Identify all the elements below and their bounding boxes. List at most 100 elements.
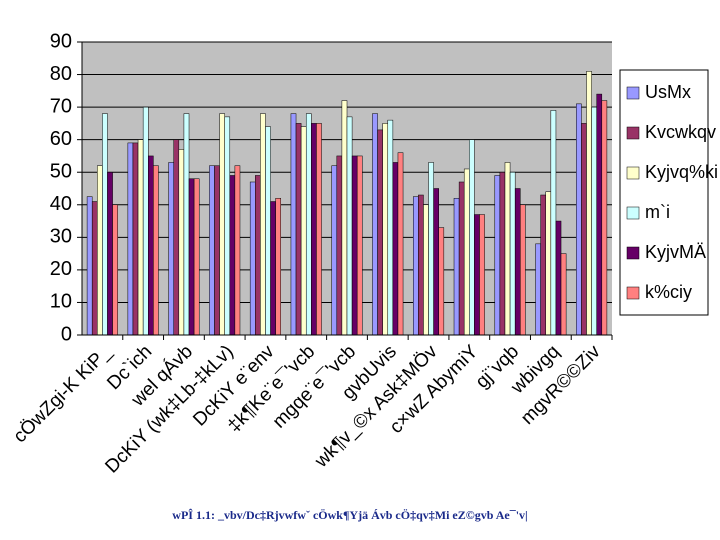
bar (499, 171, 506, 336)
y-tick-label: 40 (50, 193, 72, 215)
legend-label: m`i (645, 202, 670, 222)
bar (148, 155, 154, 336)
bar (601, 100, 608, 336)
legend-swatch (626, 166, 640, 180)
bar (260, 113, 266, 336)
y-tick-label: 50 (50, 161, 72, 183)
bar (219, 113, 225, 336)
bar (127, 142, 134, 336)
bar (295, 123, 302, 336)
bar (193, 178, 200, 336)
bar (290, 113, 297, 336)
bar (107, 171, 113, 336)
bar (535, 243, 541, 336)
y-tick-label: 20 (50, 258, 72, 280)
bar (183, 113, 190, 336)
bar (469, 139, 475, 336)
y-tick-label: 80 (50, 63, 72, 85)
bar (560, 253, 567, 336)
bar (86, 196, 93, 336)
legend-label: UsMx (645, 82, 691, 102)
bar (540, 194, 547, 336)
bar (596, 93, 603, 336)
legend-label: Kyjvq%ki (645, 162, 718, 182)
bar (428, 162, 434, 336)
bar (178, 149, 185, 336)
bar (224, 116, 231, 336)
bar (234, 165, 241, 336)
bar (97, 165, 103, 336)
bar (336, 155, 343, 336)
y-tick-label: 60 (50, 128, 72, 150)
bar (586, 71, 592, 336)
bar (387, 119, 394, 336)
bar (112, 204, 118, 336)
bar (509, 171, 516, 336)
bar (255, 175, 261, 336)
bar (346, 116, 353, 336)
bar (91, 201, 98, 336)
legend-swatch (626, 86, 640, 100)
bar (392, 162, 399, 336)
legend-label: Kvcwkqv (645, 122, 716, 142)
bar (265, 126, 271, 336)
bar (418, 194, 424, 336)
caption: wPÎ 1.1: _vbv/Dc‡Rjvwfwˇ cÖwk¶Yjä Ávb cÖ… (172, 508, 527, 522)
y-tick-label: 70 (50, 95, 72, 117)
bar (305, 113, 312, 336)
legend (619, 69, 709, 316)
bar (591, 106, 597, 336)
y-tick-label: 10 (50, 291, 72, 313)
bar (555, 220, 562, 336)
bar (479, 214, 485, 336)
bar (102, 113, 108, 336)
legend-label: KyjvMÄ (645, 242, 706, 262)
bar (453, 198, 460, 336)
bar (550, 110, 557, 336)
bar (209, 165, 215, 336)
legend-swatch (626, 286, 640, 300)
bar (168, 162, 174, 336)
legend-label: k%ciy (645, 282, 692, 302)
bar (356, 155, 363, 336)
bar (316, 123, 322, 336)
bar (463, 168, 470, 336)
bar (142, 106, 149, 336)
bar (351, 155, 358, 336)
bar (514, 188, 521, 336)
bar (300, 126, 307, 336)
bar (474, 214, 480, 336)
bar (438, 227, 445, 336)
bar (153, 165, 159, 336)
bar (520, 204, 526, 336)
bar (311, 123, 317, 336)
bar (458, 181, 465, 336)
bar (377, 129, 383, 336)
legend-swatch (626, 246, 640, 260)
bar (188, 178, 195, 336)
bar (545, 191, 552, 336)
y-tick-label: 0 (61, 323, 72, 345)
bar (270, 201, 276, 336)
bar (249, 181, 256, 336)
bar (137, 139, 144, 336)
y-tick-label: 30 (50, 226, 72, 248)
bar (382, 123, 389, 336)
bar (132, 142, 139, 336)
legend-swatch (626, 206, 640, 220)
legend-swatch (626, 126, 640, 140)
bar (331, 165, 338, 336)
bar (173, 139, 180, 336)
bar (275, 198, 281, 336)
x-tick-label: cÖwZgi-K KiP_ (10, 341, 116, 447)
bar (581, 123, 587, 336)
bar (504, 162, 511, 336)
bar (372, 113, 378, 336)
bar (576, 103, 582, 336)
bar (423, 204, 429, 336)
bar (397, 152, 404, 336)
bar (341, 100, 348, 336)
bar (433, 188, 439, 336)
bar (413, 196, 419, 336)
